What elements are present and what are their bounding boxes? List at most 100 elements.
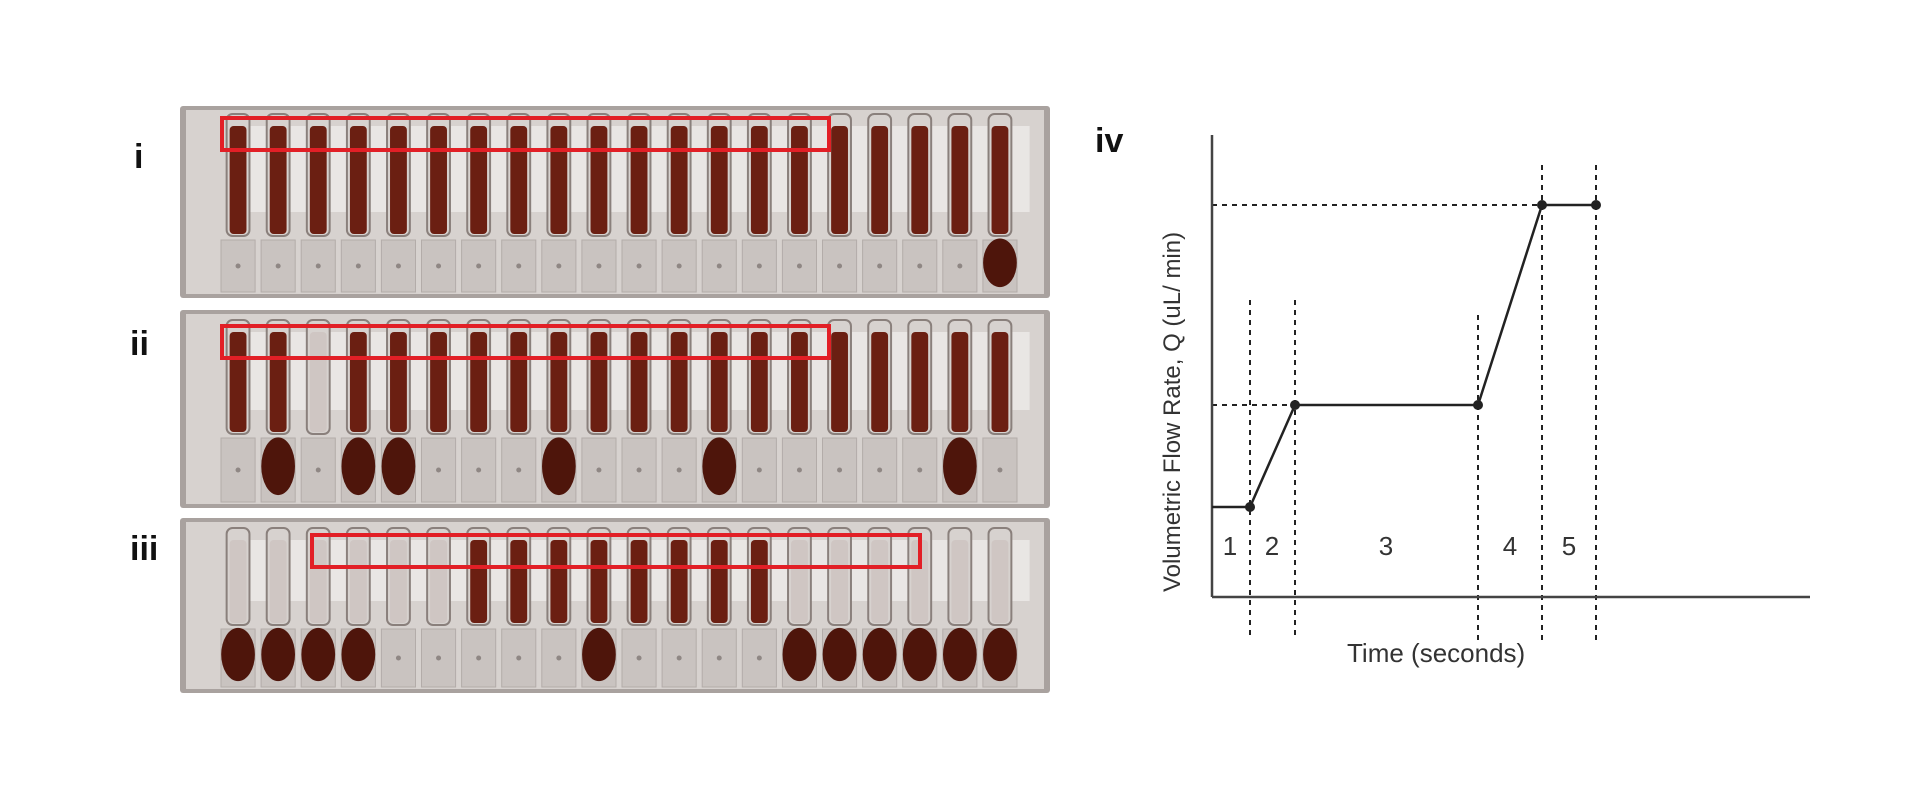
blood-droplet: [261, 437, 295, 496]
channel-outline: [827, 319, 852, 435]
chip-wall: [890, 126, 910, 212]
blood-column: [430, 126, 447, 234]
channel-outline: [666, 113, 692, 237]
channel-outline: [947, 319, 973, 435]
chip-wall: [769, 332, 790, 410]
channel-outline: [947, 113, 973, 237]
channel-outline: [466, 319, 492, 435]
outlet-dot: [636, 263, 642, 269]
outlet-dot: [556, 655, 562, 661]
chip-wall: [809, 540, 830, 601]
outlet-dot: [596, 467, 602, 473]
chip-wall: [529, 332, 549, 410]
blood-column: [951, 332, 969, 432]
blood-column: [390, 126, 407, 234]
channel-outline: [787, 113, 812, 237]
chip-wall: [609, 540, 629, 601]
outlet-dot: [676, 263, 682, 269]
channel-outline: [426, 113, 451, 237]
outlet-dot: [395, 655, 401, 661]
chip-wall: [529, 126, 549, 212]
outlet-dot: [596, 263, 602, 269]
chip-wall: [930, 332, 950, 410]
blood-column: [630, 126, 648, 234]
chip-wall: [649, 540, 669, 601]
blood-column: [510, 540, 528, 623]
channel-outline: [546, 319, 572, 435]
outlet-dot: [877, 263, 883, 269]
outlet-dot: [837, 263, 843, 269]
data-point: [1473, 400, 1483, 410]
outlet-dot: [796, 263, 802, 269]
channel-outline: [626, 527, 652, 626]
panel-label-i: i: [134, 138, 144, 176]
data-point: [1537, 200, 1547, 210]
channel-outline: [867, 319, 893, 435]
outlet-dot: [395, 263, 401, 269]
lower-chamber: [661, 437, 697, 503]
blood-droplet: [983, 627, 1017, 682]
flow-rate-series-line: [1212, 203, 1596, 509]
chip-wall: [328, 126, 348, 212]
channel-outline: [305, 113, 331, 237]
blood-column: [590, 540, 608, 623]
outlet-dot: [436, 467, 442, 473]
highlight-box-i: [220, 116, 831, 152]
channel-outline: [586, 113, 612, 237]
outlet-dot: [676, 655, 682, 661]
channel-outline: [265, 319, 291, 435]
blood-droplet: [221, 627, 255, 682]
blood-column: [550, 540, 568, 623]
channel-outline: [706, 319, 732, 435]
chip-wall: [809, 126, 830, 212]
chip-wall: [849, 332, 870, 410]
outlet-dot: [315, 263, 321, 269]
channel-outline: [345, 527, 371, 626]
channel-outline: [386, 319, 411, 435]
channel-outline: [466, 527, 492, 626]
region-label-3: 3: [1379, 531, 1393, 561]
outlet-dot: [997, 467, 1003, 473]
microfluidic-chip-image-i: [180, 106, 1050, 298]
chip-wall: [569, 540, 589, 601]
channel-outline: [586, 527, 612, 626]
chip-wall: [729, 332, 749, 410]
panel-label-iv: iv: [1095, 122, 1124, 160]
channel-outline: [305, 319, 331, 435]
channel-outline: [827, 113, 852, 237]
chip-wall: [569, 332, 589, 410]
chip-wall: [970, 332, 990, 410]
channel-outline: [867, 527, 893, 626]
panel-label-ii: ii: [130, 325, 149, 363]
chip-wall: [689, 540, 709, 601]
channel-outline: [546, 113, 572, 237]
outlet-dot: [756, 263, 762, 269]
chip-wall: [248, 332, 268, 410]
channel-outline: [907, 319, 933, 435]
outlet-dot: [516, 467, 522, 473]
blood-column: [911, 332, 929, 432]
blood-column: [269, 126, 287, 234]
blood-droplet: [943, 627, 977, 682]
channel-outline: [666, 527, 692, 626]
channel-outline: [506, 527, 532, 626]
channel-outline: [787, 527, 812, 626]
blood-column: [349, 126, 367, 234]
chip-wall: [408, 126, 429, 212]
blood-column: [670, 540, 688, 623]
chip-wall: [609, 126, 629, 212]
chip-wall: [890, 332, 910, 410]
outlet-dot: [476, 467, 482, 473]
outlet-dot: [917, 467, 923, 473]
outlet-dot: [355, 263, 361, 269]
chip-wall: [609, 332, 629, 410]
outlet-dot: [756, 655, 762, 661]
empty-channel: [831, 540, 848, 623]
channel-outline: [706, 113, 732, 237]
outlet-dot: [636, 655, 642, 661]
chip-wall: [328, 540, 348, 601]
channel-outline: [907, 113, 933, 237]
chip-wall: [529, 540, 549, 601]
empty-channel: [269, 540, 287, 623]
